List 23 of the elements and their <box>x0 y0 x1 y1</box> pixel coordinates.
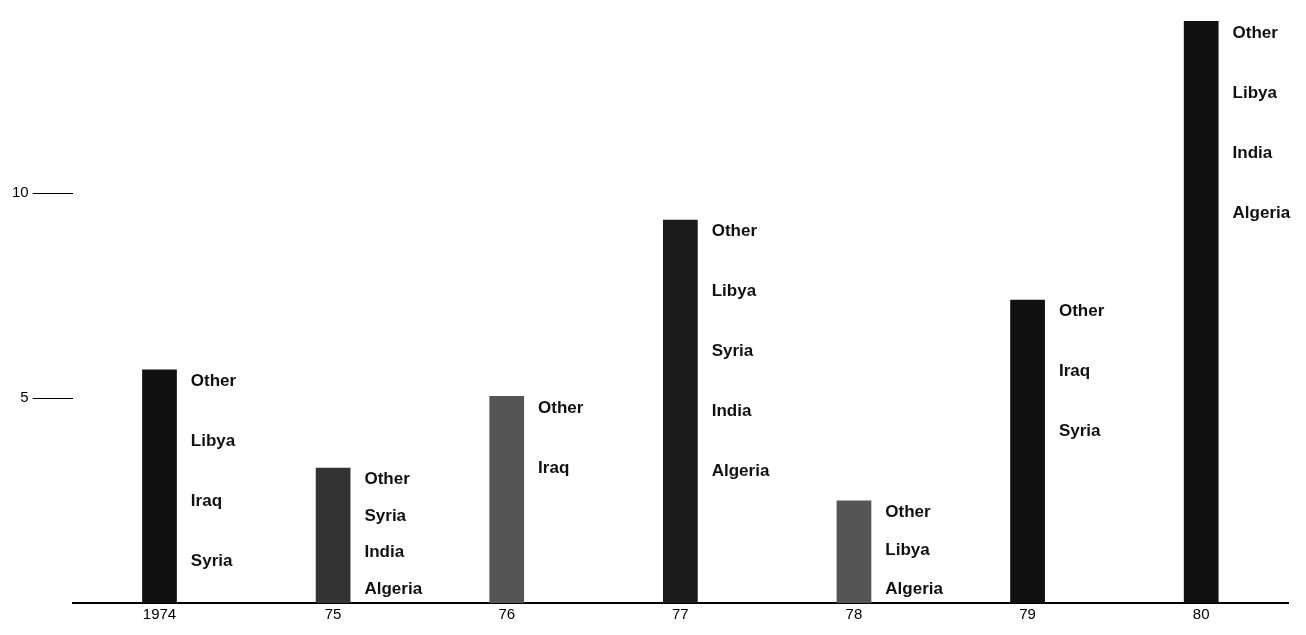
bar <box>489 396 525 603</box>
bar <box>836 500 872 603</box>
y-tick-label: 10 <box>12 183 29 201</box>
text: Other Iraq Syria <box>1058 301 1105 441</box>
annotation: Other Syria India Algeria <box>364 469 423 598</box>
annotation: Other Libya Algeria <box>885 502 944 598</box>
bar <box>315 467 351 603</box>
x-tick-label: 79 <box>1019 605 1036 623</box>
bar <box>142 369 177 603</box>
text: Other Libya India Algeria <box>1232 22 1291 222</box>
x-tick-label: 1974 <box>142 605 177 623</box>
x-tick-label: 75 <box>324 605 342 623</box>
text: Other Iraq <box>538 397 584 477</box>
bar <box>1183 21 1219 603</box>
text: Other Libya Syria India Algeria <box>711 221 770 481</box>
y-tick-label: 5 <box>20 388 29 406</box>
bar <box>662 219 698 603</box>
x-tick-label: 80 <box>1192 605 1210 623</box>
bar <box>1010 299 1045 603</box>
x-tick-label: 76 <box>498 605 516 623</box>
x-tick-label: 77 <box>672 605 689 623</box>
text: Other Libya Iraq Syria <box>190 371 237 571</box>
x-tick-label: 78 <box>845 605 863 623</box>
